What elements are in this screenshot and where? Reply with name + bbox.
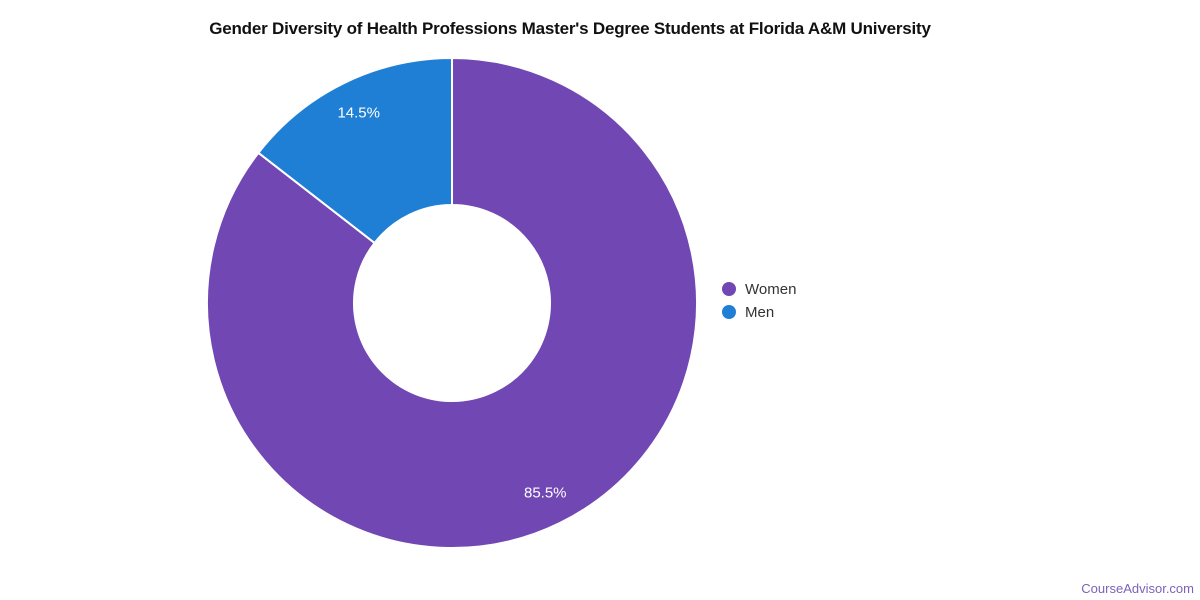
legend-label-women: Women bbox=[745, 280, 797, 298]
legend-swatch-women bbox=[722, 282, 736, 296]
legend-item-women[interactable]: Women bbox=[722, 279, 796, 299]
pie-slice-women[interactable] bbox=[206, 57, 698, 549]
pie-slice-men[interactable] bbox=[257, 57, 453, 244]
legend-item-men[interactable]: Men bbox=[722, 302, 796, 322]
chart-title: Gender Diversity of Health Professions M… bbox=[209, 19, 931, 38]
legend: Women Men bbox=[722, 279, 796, 322]
legend-label-men: Men bbox=[745, 303, 775, 321]
legend-swatch-men bbox=[722, 305, 736, 319]
courseadvisor-link[interactable]: CourseAdvisor.com bbox=[1081, 581, 1194, 596]
